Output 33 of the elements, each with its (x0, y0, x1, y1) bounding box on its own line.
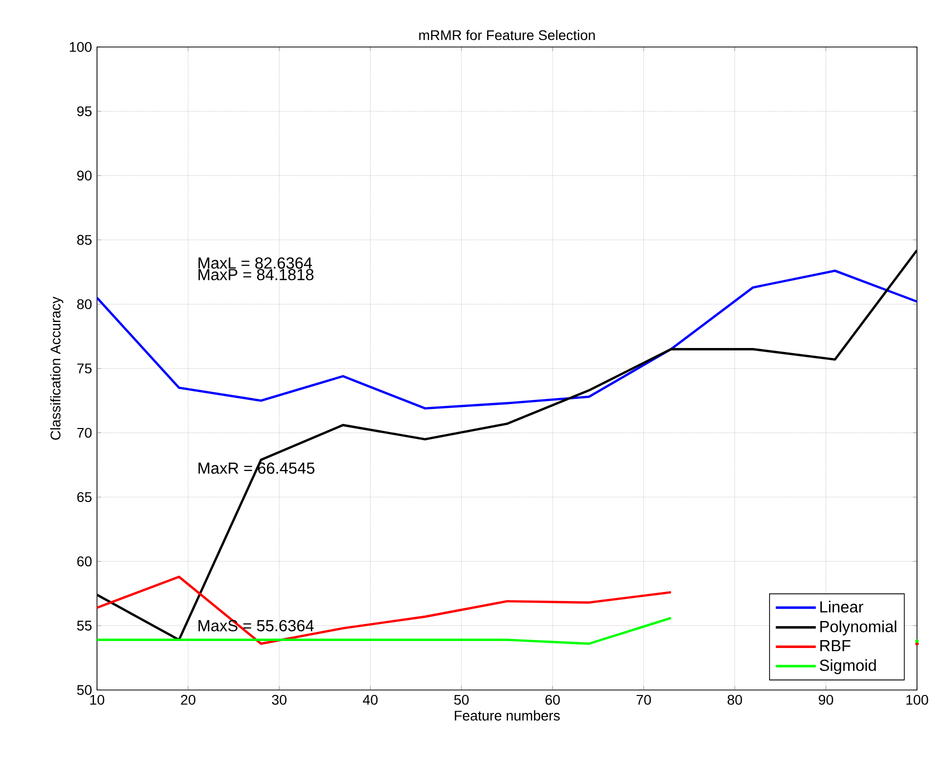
legend-label: RBF (820, 640, 850, 652)
annotation: MaxR = 66.4545 (198, 462, 314, 474)
y-tick-label: 50 (77, 685, 92, 695)
chart-title: mRMR for Feature Selection (419, 30, 595, 40)
x-axis-title: Feature numbers (454, 710, 560, 721)
annotation: MaxS = 55.6364 (198, 620, 314, 632)
y-tick-label: 60 (77, 556, 92, 566)
annotation: MaxP = 84.1818 (198, 268, 314, 280)
y-tick-label: 80 (77, 299, 92, 310)
legend-label: Polynomial (820, 620, 896, 636)
y-tick-label: 95 (77, 106, 92, 116)
x-tick-label: 100 (906, 694, 928, 705)
legend-label: Sigmoid (820, 659, 876, 674)
x-tick-label: 60 (545, 694, 560, 705)
legend-label: Linear (820, 600, 864, 613)
x-tick-label: 70 (636, 694, 651, 705)
x-tick-label: 10 (90, 694, 104, 705)
y-tick-label: 85 (77, 234, 92, 245)
y-tick-label: 65 (77, 492, 92, 502)
line-series (97, 270, 918, 410)
x-tick-label: 80 (728, 694, 742, 705)
y-tick-label: 55 (77, 620, 92, 631)
y-tick-label: 70 (77, 428, 92, 438)
x-tick-label: 40 (362, 694, 378, 705)
y-axis-title: Classification Accuracy (50, 296, 64, 440)
y-tick-label: 90 (77, 170, 92, 181)
x-tick-label: 30 (272, 694, 286, 705)
x-tick-label: 20 (181, 694, 196, 705)
x-tick-label: 90 (818, 694, 834, 705)
annotation: MaxL = 82.6364 (198, 257, 312, 269)
y-tick-label: 75 (77, 364, 92, 374)
x-tick-label: 50 (454, 694, 469, 705)
y-tick-label: 100 (70, 42, 92, 52)
